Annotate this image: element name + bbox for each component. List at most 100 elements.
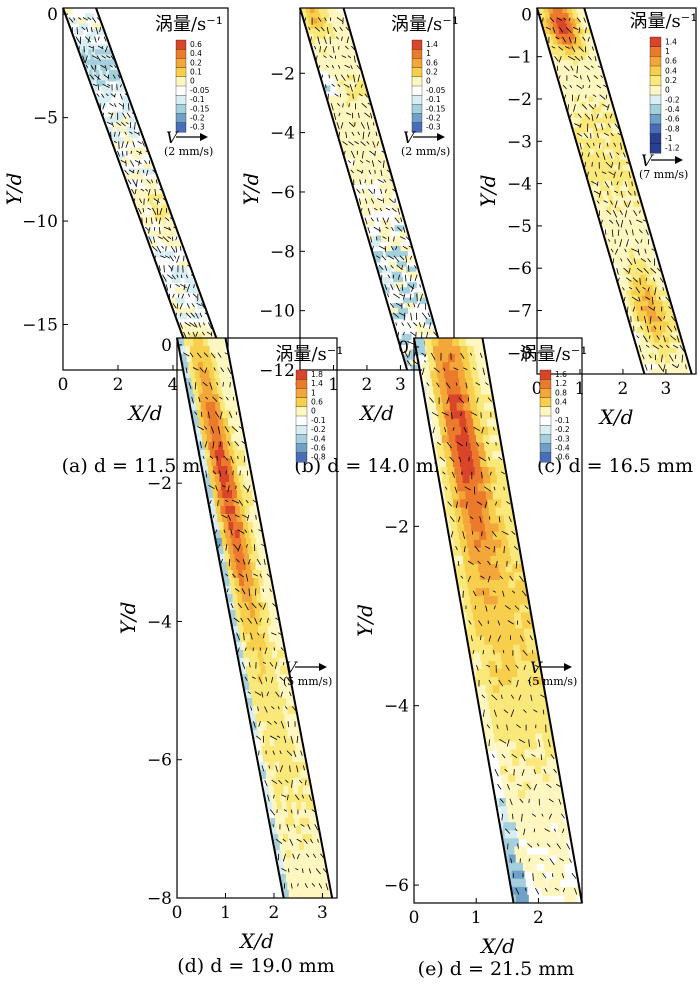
vorticity-cell [171, 277, 180, 283]
panel-caption: (a) d = 11.5 mm [62, 455, 219, 477]
channel-wall-right [96, 8, 228, 370]
vorticity-cell [503, 822, 516, 831]
colorbar-swatch [296, 425, 307, 435]
vorticity-cell [411, 338, 424, 347]
panel-caption: (e) d = 21.5 mm [418, 958, 575, 980]
colorbar-label: -0.4 [555, 444, 570, 453]
vector-arrow [180, 284, 187, 288]
vector-arrow [569, 858, 571, 862]
colorbar-label: 0.6 [426, 58, 438, 67]
y-tick-label: −6 [147, 751, 172, 771]
vector-arrow [393, 294, 400, 298]
vector-arrow [399, 294, 404, 296]
y-tick-label: −8 [147, 889, 172, 909]
vorticity-cell [644, 254, 655, 260]
vector-arrow [402, 322, 404, 326]
vorticity-cell [178, 313, 187, 319]
colorbar-swatch [650, 134, 661, 144]
vector-arrow [144, 199, 145, 205]
vector-arrow [411, 313, 412, 321]
vorticity-cell [214, 346, 225, 355]
colorbar: 涡量/s⁻¹1.410.60.20-0.05-0.1-0.15-0.2-0.3 [391, 14, 459, 132]
colorbar-label: 0.4 [665, 66, 677, 75]
colorbar-swatch [296, 416, 307, 426]
colorbar-label: -1 [665, 134, 673, 143]
colorbar-swatch [296, 434, 307, 444]
vorticity-cell [188, 287, 197, 293]
colorbar-label: -0.2 [426, 114, 441, 123]
vorticity-cell [242, 490, 253, 499]
vector-arrow [148, 208, 151, 210]
vorticity-cell [234, 450, 245, 459]
colorbar-label: 1.4 [665, 37, 677, 46]
vector-arrow [348, 160, 351, 163]
vorticity-cell [524, 863, 537, 872]
colorbar-label: 1.4 [426, 40, 438, 49]
x-tick-label: 3 [317, 903, 328, 923]
y-tick-label: −4 [507, 175, 532, 195]
vector-arrow [164, 265, 165, 272]
vector-arrow [605, 230, 606, 235]
colorbar-label: 1.2 [555, 379, 567, 388]
vorticity-cell [243, 498, 254, 507]
colorbar-label: 1 [426, 49, 431, 58]
colorbar-label: 1 [311, 388, 316, 397]
vector-arrow [178, 294, 179, 298]
colorbar-swatch [296, 407, 307, 417]
vorticity-cell [510, 863, 523, 872]
y-tick-label: −15 [22, 315, 58, 335]
velocity-scale: V(2 mm/s) [164, 128, 213, 158]
scale-arrow-head [200, 133, 208, 141]
colorbar: 涡量/s⁻¹1.81.410.60-0.1-0.2-0.4-0.6-0.8 [275, 344, 343, 462]
vector-arrow [135, 160, 141, 163]
vector-arrow [162, 246, 164, 248]
vector-arrow [572, 873, 576, 878]
y-tick-label: −10 [259, 302, 295, 322]
y-tick-label: −1 [507, 48, 532, 68]
vector-arrow [176, 246, 177, 252]
vorticity-cell [555, 847, 568, 856]
vorticity-cell [550, 814, 563, 823]
vorticity-cell [521, 806, 534, 815]
y-axis-label: Y/d [116, 602, 140, 635]
y-axis-label: Y/d [476, 175, 500, 208]
vorticity-cell [400, 287, 410, 293]
colorbar-swatch [540, 398, 551, 408]
vector-arrow [133, 141, 135, 147]
vector-arrow [176, 237, 177, 241]
vector-arrow [141, 180, 142, 183]
vector-arrow [133, 180, 137, 187]
colorbar-title: 涡量/s⁻¹ [519, 344, 587, 365]
vorticity-cell [519, 798, 532, 807]
colorbar-label: -0.6 [665, 115, 680, 124]
colorbar-label: -0.2 [555, 425, 570, 434]
vorticity-cell [222, 386, 233, 395]
vector-arrow [463, 591, 464, 598]
colorbar-swatch [176, 77, 186, 87]
y-tick-label: −10 [22, 212, 58, 232]
colorbar-swatch [650, 105, 661, 115]
colorbar-label: 0.6 [190, 40, 202, 49]
vector-arrow [482, 472, 483, 479]
colorbar-swatch [176, 40, 186, 50]
colorbar-swatch [650, 114, 661, 124]
y-tick-label: −8 [270, 242, 295, 262]
vorticity-cell [424, 329, 434, 335]
x-axis-label: X/d [127, 401, 163, 425]
y-tick-label: −7 [507, 302, 532, 322]
vector-arrow [298, 883, 299, 886]
colorbar-swatch [176, 49, 186, 59]
colorbar-label: -0.8 [311, 453, 326, 462]
colorbar-swatch [412, 68, 422, 78]
colorbar-label: -0.1 [311, 416, 326, 425]
vector-arrow [495, 769, 499, 776]
vector-arrow [252, 530, 253, 533]
vector-arrow [393, 275, 394, 279]
vorticity-cell [638, 233, 649, 239]
scale-label: (5 mm/s) [283, 675, 332, 688]
vector-arrow [263, 736, 264, 743]
colorbar-label: -0.2 [665, 95, 680, 104]
x-tick-label: 1 [471, 908, 482, 928]
